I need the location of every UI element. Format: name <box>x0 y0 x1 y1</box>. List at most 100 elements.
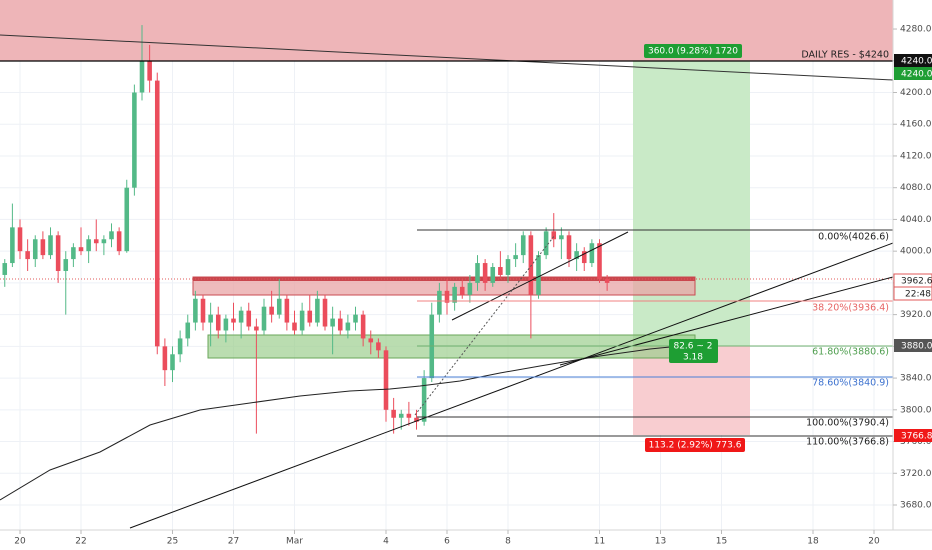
x-tick-label: 13 <box>655 537 666 547</box>
candle-body <box>231 318 236 323</box>
candle-body <box>467 282 473 295</box>
candle-body <box>276 298 282 315</box>
y-tick-label: 4280.0 <box>900 25 932 35</box>
candle-body <box>48 235 53 256</box>
candle-body <box>406 413 412 418</box>
x-tick-label: 8 <box>505 537 511 547</box>
x-tick-label: 11 <box>594 537 605 547</box>
price-box <box>894 67 932 80</box>
candle-body <box>475 263 480 283</box>
candle-body <box>2 263 8 275</box>
candle-body <box>246 310 252 327</box>
y-tick-label: 3760.0 <box>900 437 932 447</box>
x-tick-label: 6 <box>444 537 450 547</box>
candle-body <box>559 235 564 240</box>
candle-body <box>40 239 46 256</box>
price-box <box>894 339 932 352</box>
y-tick-label: 4200.0 <box>900 88 932 98</box>
x-tick-label: 22 <box>75 537 86 547</box>
wedge-line <box>451 231 629 321</box>
candle-body <box>307 310 313 323</box>
fib-label: 0.00%(4026.6) <box>818 232 889 243</box>
candle-body <box>589 243 595 264</box>
descending-trendline <box>0 34 894 81</box>
moving-average <box>0 344 691 501</box>
candle-body <box>566 235 572 260</box>
drawings: 0.00%(4026.6) 38.20%(3936.4) 61.80%(3880… <box>0 34 894 529</box>
price-label: 22:48 <box>905 290 931 300</box>
candle-body <box>162 346 168 371</box>
price-box <box>893 286 932 301</box>
candle-body <box>93 239 99 244</box>
price-label: 3880.0 <box>901 342 932 352</box>
y-tick-label: 4040.0 <box>900 215 932 225</box>
candle-body <box>421 378 427 422</box>
y-tick-label: 4120.0 <box>900 151 932 161</box>
candle-body <box>337 318 343 331</box>
candle-body <box>154 80 160 347</box>
x-tick-label: 20 <box>868 537 880 547</box>
candle-body <box>124 187 130 252</box>
candle-body <box>132 92 137 188</box>
candle-body <box>109 231 114 240</box>
ratio-label: 82.6 ~ 2 <box>673 342 712 352</box>
candle-body <box>17 227 23 252</box>
fib-label: 38.20%(3936.4) <box>812 303 889 314</box>
candle-body <box>193 298 198 323</box>
candle-body <box>322 298 328 327</box>
x-tick-label: 20 <box>14 537 26 547</box>
fib-label: 110.00%(3766.8) <box>806 437 889 448</box>
candle-body <box>261 306 267 331</box>
candle-body <box>505 259 511 275</box>
candle-body <box>604 278 610 283</box>
candle-body <box>170 354 175 371</box>
candle-body <box>513 255 518 260</box>
candle-body <box>139 60 145 93</box>
candle-body <box>71 247 76 260</box>
candle-body <box>490 267 496 283</box>
candle-body <box>345 322 351 331</box>
time-axis <box>0 529 932 550</box>
stop-label: 113.2 (2.92%) 773.6 <box>649 441 742 451</box>
candle-body <box>269 306 274 315</box>
ratio-box <box>669 339 718 363</box>
candle-body <box>528 235 534 295</box>
price-label: 3962.6 <box>901 277 932 287</box>
candle-body <box>238 310 244 323</box>
candle-body <box>398 413 404 418</box>
candle-body <box>200 298 206 323</box>
price-box <box>894 54 932 67</box>
candle-body <box>147 60 152 81</box>
y-tick-label: 3720.0 <box>900 469 932 479</box>
candle-body <box>25 251 30 260</box>
resistance-zone <box>0 0 893 61</box>
y-tick-label: 4080.0 <box>900 183 932 193</box>
x-tick-label: Mar <box>286 537 303 547</box>
candle-body <box>437 290 442 315</box>
fib-label: 61.80%(3880.6) <box>812 347 889 358</box>
time-axis-bg <box>0 530 932 550</box>
candle-body <box>86 239 91 252</box>
y-tick-label: 3920.0 <box>900 310 932 320</box>
candle-body <box>376 342 381 351</box>
candle-body <box>482 263 488 283</box>
price-box <box>894 429 932 442</box>
candle-body <box>78 247 84 252</box>
candle-body <box>574 251 579 260</box>
candle-body <box>536 255 541 295</box>
y-tick-label: 4000.0 <box>900 247 932 257</box>
ratio-label: 3.18 <box>683 353 703 363</box>
candle-body <box>215 314 221 331</box>
candle-body <box>543 231 549 256</box>
candle-body <box>116 231 122 252</box>
price-labels: 4240.0 4240.0 3962.6 22:48 3880.0 3766.8 <box>893 54 932 442</box>
price-label: 4240.0 <box>901 70 932 80</box>
candle-body <box>299 310 305 331</box>
candle-body <box>360 314 366 339</box>
stop-box <box>645 438 745 452</box>
x-tick-label: 18 <box>807 537 819 547</box>
candle-body <box>551 231 557 240</box>
candle-body <box>101 239 107 244</box>
candle-body <box>444 290 450 303</box>
